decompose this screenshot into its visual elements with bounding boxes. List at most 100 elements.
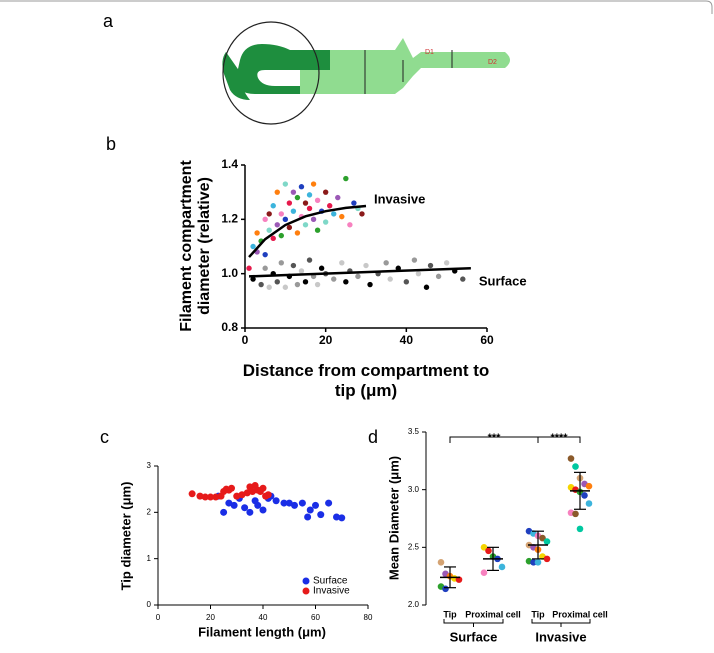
- data-point: [259, 484, 267, 492]
- data-point: [314, 227, 321, 233]
- data-point: [335, 194, 341, 201]
- data-point: [254, 230, 260, 236]
- data-point: [480, 544, 488, 551]
- data-point: [249, 487, 256, 495]
- x-tick-label: 0: [242, 333, 249, 347]
- data-point: [363, 262, 369, 269]
- data-point: [539, 534, 546, 542]
- legend-marker: [302, 587, 310, 595]
- data-point: [304, 513, 312, 521]
- data-point: [359, 211, 365, 217]
- data-point: [207, 493, 214, 501]
- panel-label: c: [100, 427, 109, 447]
- data-point: [498, 563, 506, 571]
- data-point: [246, 265, 252, 271]
- significance-label: ****: [550, 432, 568, 444]
- significance-bracket: [537, 436, 581, 443]
- data-point: [262, 216, 268, 223]
- x-tick-label: 0: [156, 613, 161, 622]
- data-point: [298, 499, 306, 507]
- data-point: [306, 257, 313, 263]
- data-point: [286, 200, 293, 206]
- data-point: [485, 547, 492, 555]
- data-point: [403, 279, 410, 285]
- data-point: [294, 281, 301, 288]
- data-point: [312, 501, 319, 509]
- data-point: [254, 501, 262, 509]
- y-tick-label: 1.0: [221, 266, 238, 280]
- data-point: [347, 222, 353, 228]
- data-point: [343, 175, 349, 182]
- hypha-light: [360, 38, 510, 94]
- x-tick-label: 80: [364, 613, 373, 622]
- data-point: [338, 514, 346, 522]
- data-point: [306, 205, 313, 212]
- y-tick-label: 2.0: [408, 600, 420, 609]
- category-label: Tip: [443, 609, 457, 619]
- data-point: [274, 222, 280, 228]
- data-point: [250, 243, 256, 250]
- legend-label: Surface: [313, 576, 348, 587]
- data-point: [460, 276, 466, 282]
- x-tick-label: 20: [319, 333, 333, 347]
- tip-ellipse: [222, 21, 320, 125]
- data-point: [325, 499, 333, 507]
- data-point: [318, 265, 325, 271]
- panel-label: a: [103, 11, 114, 31]
- data-point: [282, 216, 289, 223]
- y-axis-title: Mean Diameter (μm): [386, 456, 401, 580]
- data-point: [411, 257, 418, 263]
- data-point: [314, 281, 321, 288]
- data-point: [225, 499, 233, 507]
- data-point: [572, 510, 579, 518]
- data-point: [435, 273, 442, 280]
- data-point: [339, 213, 345, 220]
- x-axis-title: Distance from compartment to tip (μm): [242, 361, 490, 400]
- data-point: [306, 192, 313, 198]
- y-axis-title: Filament compartment diameter (relative): [177, 160, 213, 332]
- data-point: [437, 559, 445, 566]
- data-point: [581, 492, 588, 499]
- y-tick-label: 3.0: [408, 485, 420, 494]
- data-point: [262, 251, 268, 258]
- data-point: [250, 276, 256, 282]
- data-point: [228, 484, 235, 492]
- data-point: [423, 284, 430, 290]
- y-axis-title: Tip diameter (μm): [118, 482, 133, 591]
- x-tick-label: 20: [206, 613, 215, 622]
- data-point: [355, 273, 361, 280]
- data-point: [576, 525, 584, 533]
- y-axis-title-box: Filament compartment diameter (relative): [177, 160, 213, 332]
- data-point: [367, 281, 373, 288]
- data-point: [534, 559, 542, 566]
- x-axis-title: Filament length (μm): [198, 624, 326, 639]
- data-point: [298, 268, 305, 274]
- data-point: [442, 585, 449, 593]
- data-point: [188, 490, 196, 498]
- data-point: [285, 499, 293, 507]
- frame: [0, 0, 713, 14]
- data-point: [196, 492, 204, 500]
- category-label: Tip: [531, 609, 545, 619]
- significance-label: ***: [488, 432, 502, 444]
- y-tick-label: 1.4: [221, 157, 238, 171]
- data-point: [543, 538, 551, 545]
- data-point: [274, 279, 280, 285]
- data-point: [212, 493, 220, 501]
- data-point: [298, 184, 305, 190]
- diagram-label: D2: [488, 59, 497, 66]
- data-point: [270, 203, 276, 209]
- x-tick-label: 40: [400, 333, 414, 347]
- data-point: [280, 499, 288, 507]
- data-point: [241, 504, 249, 512]
- data-point: [266, 284, 272, 290]
- data-point: [282, 284, 289, 290]
- group-label: Surface: [450, 629, 498, 644]
- data-point: [343, 279, 349, 285]
- data-point: [238, 491, 246, 499]
- data-point: [585, 500, 593, 507]
- diagram: D1 D2: [222, 21, 510, 125]
- x-axis-title-box: Distance from compartment to tip (μm): [242, 361, 490, 400]
- data-point: [310, 216, 317, 223]
